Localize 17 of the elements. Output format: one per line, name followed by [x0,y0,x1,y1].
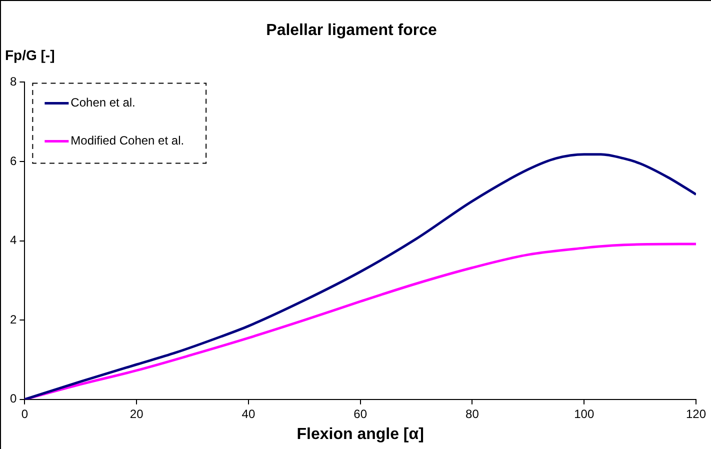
legend-label: Cohen et al. [70,96,136,110]
x-tick-label: 60 [354,406,368,421]
x-tick-label: 0 [21,406,28,421]
x-tick-label: 100 [574,406,594,421]
y-axis-title: Fp/G [-] [5,46,55,63]
y-tick-label: 4 [10,233,17,248]
x-tick-label: 40 [242,406,256,421]
x-axis-title: Flexion angle [α] [296,426,424,443]
y-tick-label: 0 [10,392,17,406]
y-tick-label: 2 [10,312,17,326]
legend-label: Modified Cohen et al. [70,134,184,148]
y-tick-label: 8 [10,74,17,89]
chart-title: Palellar ligament force [266,22,437,40]
x-tick-label: 20 [130,406,144,421]
x-tick-label: 80 [466,406,480,421]
x-tick-label: 120 [686,406,706,421]
y-tick-label: 6 [10,154,17,168]
